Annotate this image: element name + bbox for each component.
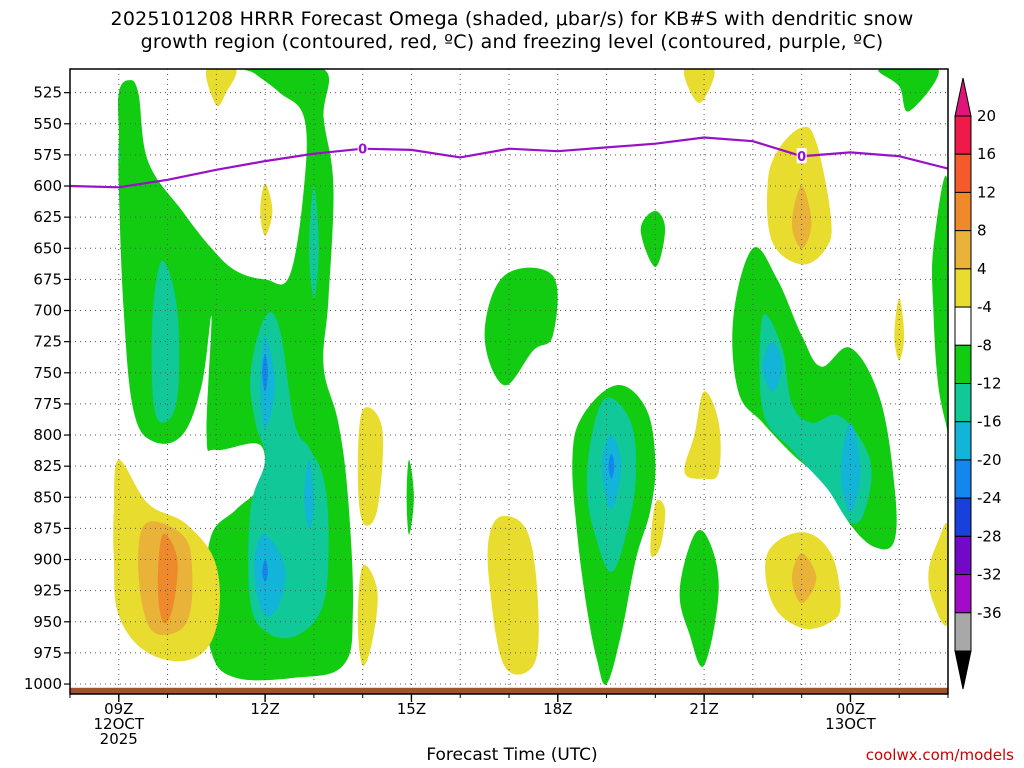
colorbar-segment [954,497,972,537]
omega-region-neg8 [640,210,666,267]
omega-region-neg8 [484,267,558,386]
omega-region-pos4 [650,499,666,557]
colorbar-segment [954,383,972,423]
colorbar-label: 20 [977,107,996,125]
colorbar-label: -16 [977,413,1002,431]
ground-strip [70,687,948,694]
omega-region-pos4 [684,391,721,480]
x-tick-label: 21Z [689,700,718,718]
colorbar-segment [954,344,972,384]
y-tick-label: 750 [33,364,62,382]
omega-region-pos12 [157,533,178,624]
colorbar-label: -32 [977,566,1002,584]
omega-region-neg8 [679,530,719,667]
y-tick-label: 1000 [24,675,62,693]
omega-region-pos4 [928,523,948,626]
x-tick-label: 09Z [104,700,133,718]
colorbar-label: -12 [977,375,1002,393]
omega-region-pos4 [357,564,378,666]
colorbar-segment [954,459,972,499]
y-tick-label: 800 [33,426,62,444]
freezing-level-label: 0 [358,143,367,158]
colorbar-label: -4 [977,298,992,316]
title-line-1: 2025101208 HRRR Forecast Omega (shaded, … [110,8,914,30]
omega-region-pos8 [791,186,812,249]
colorbar-segment [954,574,972,614]
colorbar-segment [954,191,972,232]
colorbar-segment [954,421,972,461]
y-tick-label: 900 [33,551,62,569]
omega-region-neg16 [254,534,286,617]
y-tick-label: 725 [33,333,62,351]
colorbar-segment [954,153,972,193]
omega-region-pos4 [683,69,715,103]
omega-region-neg12 [118,145,122,164]
colorbar-segment [954,306,972,346]
y-tick-label: 575 [33,146,62,164]
colorbar-label: -20 [977,451,1002,469]
omega-region-neg12 [309,186,319,299]
colorbar-segment [954,115,972,155]
y-tick-label: 625 [33,208,62,226]
axes: 525 550 575 600 625 650 675 700 725 750 775 800 825 8… [24,68,949,748]
y-tick-label: 675 [33,270,62,288]
colorbar-bottom-arrow [954,650,972,690]
ground-fill [70,687,948,694]
y-tick-label: 975 [33,644,62,662]
colorbar-segment [954,268,972,308]
omega-region-neg8 [732,247,897,550]
y-tick-label: 700 [33,302,62,320]
colorbar-label: -24 [977,489,1002,507]
y-tick-label: 775 [33,395,62,413]
omega-region-neg20 [262,559,268,582]
omega-region-pos4 [205,69,237,107]
omega-region-neg8 [931,175,948,460]
colorbar-label: -28 [977,527,1002,545]
x-tick-label: 15Z [397,700,426,718]
y-tick-label: 925 [33,582,62,600]
title-line-2: growth region (contoured, red, ºC) and f… [140,31,884,53]
omega-region-pos4 [487,516,539,675]
colorbar: 20 16 12 8 4 -4 -8 -12 -16 -20 -24 -28 -32 -36 [954,77,1002,690]
freezing-label-bg [796,148,807,164]
x-tick-label: 00Z [836,700,865,718]
y-tick-label: 600 [33,177,62,195]
y-tick-label: 525 [33,84,62,102]
chart-title: 2025101208 HRRR Forecast Omega (shaded, … [0,8,1024,54]
colorbar-label: -8 [977,336,992,354]
x-tick-label: 12Z [250,700,279,718]
x-axis-label: Forecast Time (UTC) [426,745,598,765]
colorbar-segment [954,535,972,576]
y-tick-label: 950 [33,613,62,631]
colorbar-segment [954,230,972,270]
y-tick-label: 875 [33,519,62,537]
freezing-level-label: 0 [797,150,806,165]
colorbar-segment [954,612,972,652]
colorbar-label: -36 [977,604,1002,622]
omega-region-neg16 [304,459,314,529]
x-tick-label: 12OCT [94,715,145,733]
omega-region-neg16 [840,422,861,513]
colorbar-label: 16 [977,145,996,163]
omega-region-neg20 [608,453,615,479]
omega-shading [113,69,948,685]
colorbar-label: 4 [977,260,987,278]
y-tick-label: 550 [33,115,62,133]
credit-link[interactable]: coolwx.com/models [865,746,1014,764]
y-tick-label: 850 [33,488,62,506]
x-tick-label: 2025 [100,730,138,748]
x-tick-label: 13OCT [825,715,876,733]
colorbar-label: 12 [977,183,996,201]
y-tick-label: 825 [33,457,62,475]
omega-region-pos4 [260,183,273,236]
omega-region-neg8 [878,69,939,112]
omega-region-neg16 [762,341,783,392]
colorbar-label: 8 [977,222,987,240]
freezing-label-bg [357,140,368,156]
colorbar-top-arrow [954,77,972,117]
x-tick-label: 18Z [543,700,572,718]
y-tick-label: 650 [33,239,62,257]
